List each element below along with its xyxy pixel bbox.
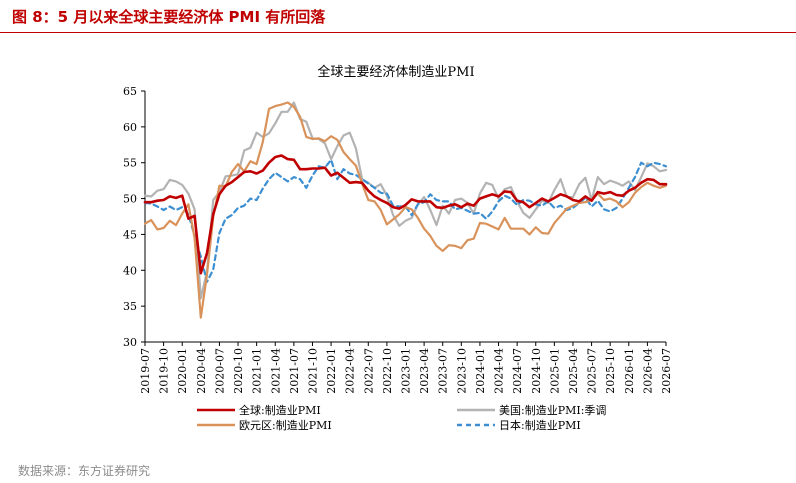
y-tick-label: 55 (123, 157, 137, 170)
legend-label: 欧元区:制造业PMI (239, 418, 332, 432)
x-tick-label: 2022-07 (362, 348, 375, 394)
x-tick-label: 2026-04 (641, 348, 654, 394)
x-tick-label: 2021-07 (288, 348, 301, 394)
axes: 30 35 40 45 50 55 60 65 2019-07 2019-10 2020-01 202… (123, 85, 673, 394)
x-tick-label: 2022-10 (381, 348, 394, 394)
x-tick-label: 2019-10 (158, 348, 171, 394)
x-tick-label: 2020-01 (176, 348, 189, 394)
y-tick-label: 30 (123, 336, 137, 349)
x-tick-label: 2021-01 (251, 348, 264, 394)
x-tick-label: 2025-04 (567, 348, 580, 394)
x-tick-label: 2024-01 (474, 348, 487, 394)
y-tick-label: 60 (123, 121, 137, 134)
x-tick-label: 2024-07 (511, 348, 524, 394)
x-tick-label: 2021-10 (306, 348, 319, 394)
legend-label: 全球:制造业PMI (239, 403, 321, 417)
y-tick-label: 40 (123, 264, 137, 277)
page-heading: 图 8：5 月以来全球主要经济体 PMI 有所回落 (12, 8, 326, 26)
x-tick-label: 2020-10 (232, 348, 245, 394)
y-tick-label: 65 (123, 85, 137, 98)
series-line-1 (143, 101, 668, 300)
x-tick-label: 2025-10 (604, 348, 617, 394)
x-tick-label: 2026-01 (623, 348, 636, 394)
x-tick-label: 2020-04 (195, 348, 208, 394)
source-note: 数据来源：东方证券研究 (18, 464, 151, 478)
series-lines (143, 101, 668, 319)
y-tick-label: 50 (123, 193, 137, 206)
legend-label: 美国:制造业PMI:季调 (499, 403, 606, 417)
x-tick-label: 2021-04 (269, 348, 282, 394)
x-tick-label: 2022-04 (344, 348, 357, 394)
x-tick-label: 2023-10 (455, 348, 468, 394)
x-tick-label: 2019-07 (139, 348, 152, 394)
x-tick-label: 2023-01 (400, 348, 413, 394)
series-line-0 (143, 154, 668, 275)
heading-divider (0, 32, 796, 33)
x-tick-label: 2025-07 (586, 348, 599, 394)
x-tick-label: 2024-10 (530, 348, 543, 394)
series-line-2 (143, 101, 668, 319)
chart-title: 全球主要经济体制造业PMI (317, 64, 474, 80)
y-tick-label: 45 (123, 228, 137, 241)
x-tick-label: 2025-01 (548, 348, 561, 394)
x-tick-label: 2024-04 (493, 348, 506, 394)
x-tick-label: 2022-01 (325, 348, 338, 394)
y-tick-label: 35 (123, 300, 137, 313)
legend-label: 日本:制造业PMI (499, 418, 581, 432)
x-tick-label: 2026-07 (660, 348, 673, 394)
x-tick-label: 2020-07 (213, 348, 226, 394)
x-tick-label: 2023-04 (418, 348, 431, 394)
x-tick-label: 2023-07 (437, 348, 450, 394)
